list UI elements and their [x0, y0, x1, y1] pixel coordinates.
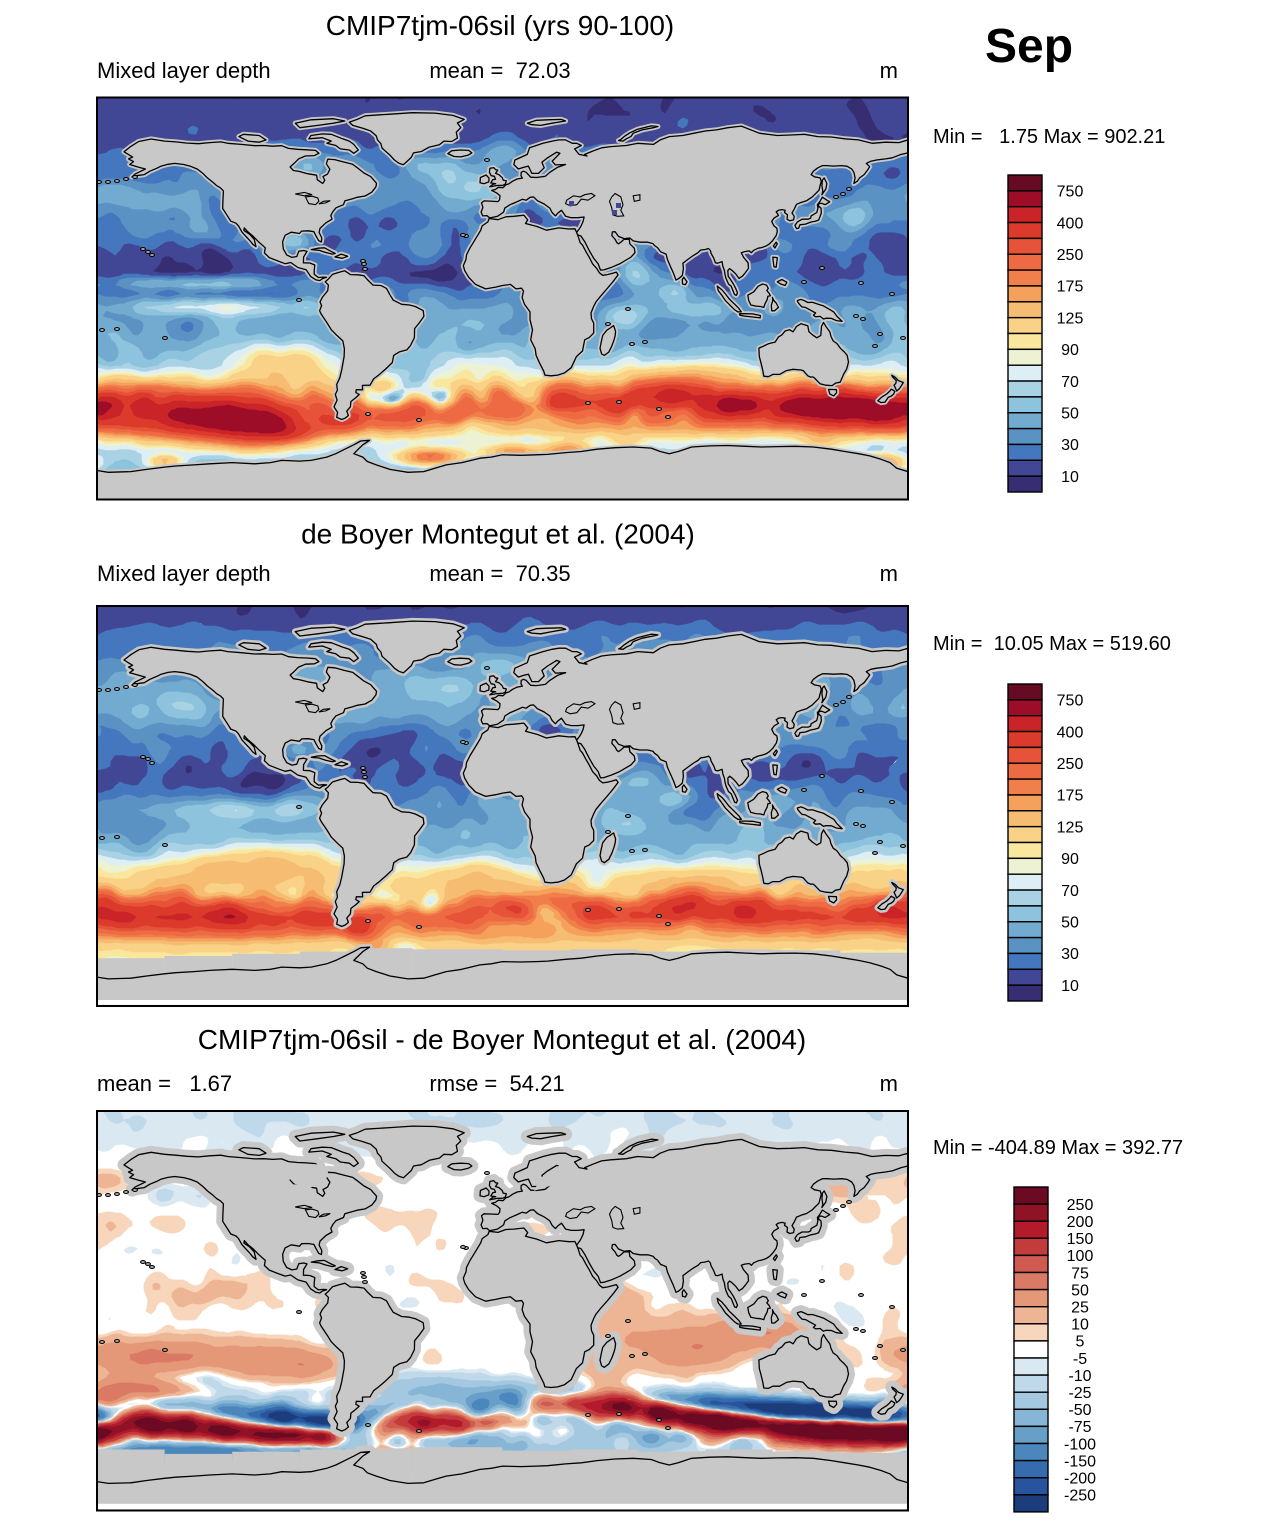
- svg-text:10: 10: [1061, 469, 1079, 486]
- svg-text:150: 150: [1067, 1231, 1094, 1248]
- svg-text:25: 25: [1071, 1300, 1089, 1317]
- svg-text:m: m: [880, 58, 898, 83]
- svg-text:200: 200: [1067, 1214, 1094, 1231]
- svg-text:mean = 70.35: mean = 70.35: [429, 561, 570, 586]
- svg-text:-100: -100: [1064, 1436, 1096, 1453]
- svg-text:m: m: [880, 1071, 898, 1096]
- svg-text:Min = 10.05 Max = 519.60: Min = 10.05 Max = 519.60: [933, 633, 1171, 655]
- svg-text:Min = -404.89 Max = 392.77: Min = -404.89 Max = 392.77: [933, 1137, 1183, 1159]
- svg-text:750: 750: [1057, 693, 1084, 710]
- svg-text:-50: -50: [1068, 1402, 1091, 1419]
- svg-text:90: 90: [1061, 342, 1079, 359]
- svg-text:400: 400: [1057, 215, 1084, 232]
- svg-text:30: 30: [1061, 946, 1079, 963]
- svg-text:10: 10: [1061, 978, 1079, 995]
- svg-text:Min = 1.75 Max = 902.21: Min = 1.75 Max = 902.21: [933, 126, 1165, 148]
- svg-text:-5: -5: [1073, 1351, 1087, 1368]
- svg-text:750: 750: [1057, 184, 1084, 201]
- svg-text:50: 50: [1071, 1282, 1089, 1299]
- svg-text:CMIP7tjm-06sil (yrs 90-100): CMIP7tjm-06sil (yrs 90-100): [326, 10, 675, 41]
- svg-text:10: 10: [1071, 1317, 1089, 1334]
- svg-text:70: 70: [1061, 883, 1079, 900]
- svg-text:de Boyer Montegut et al. (2004: de Boyer Montegut et al. (2004): [301, 519, 695, 550]
- svg-text:250: 250: [1057, 247, 1084, 264]
- svg-text:mean = 72.03: mean = 72.03: [429, 58, 570, 83]
- svg-text:100: 100: [1067, 1248, 1094, 1265]
- svg-text:175: 175: [1057, 279, 1084, 296]
- svg-text:70: 70: [1061, 374, 1079, 391]
- svg-text:125: 125: [1057, 819, 1084, 836]
- svg-text:-10: -10: [1068, 1368, 1091, 1385]
- svg-text:125: 125: [1057, 310, 1084, 327]
- svg-text:90: 90: [1061, 851, 1079, 868]
- svg-text:-250: -250: [1064, 1488, 1096, 1505]
- svg-text:50: 50: [1061, 406, 1079, 423]
- svg-text:-25: -25: [1068, 1385, 1091, 1402]
- svg-text:250: 250: [1057, 756, 1084, 773]
- svg-text:m: m: [880, 561, 898, 586]
- svg-text:Sep: Sep: [985, 20, 1073, 73]
- svg-text:30: 30: [1061, 437, 1079, 454]
- svg-text:175: 175: [1057, 788, 1084, 805]
- svg-text:250: 250: [1067, 1197, 1094, 1214]
- svg-text:50: 50: [1061, 915, 1079, 932]
- svg-text:-200: -200: [1064, 1471, 1096, 1488]
- svg-text:rmse = 54.21: rmse = 54.21: [429, 1071, 564, 1096]
- svg-text:Mixed layer depth: Mixed layer depth: [97, 561, 271, 586]
- svg-text:-75: -75: [1068, 1419, 1091, 1436]
- svg-text:5: 5: [1076, 1334, 1085, 1351]
- svg-text:-150: -150: [1064, 1453, 1096, 1470]
- svg-text:75: 75: [1071, 1265, 1089, 1282]
- svg-text:400: 400: [1057, 724, 1084, 741]
- svg-text:Mixed layer depth: Mixed layer depth: [97, 58, 271, 83]
- svg-text:CMIP7tjm-06sil - de Boyer Mont: CMIP7tjm-06sil - de Boyer Montegut et al…: [198, 1024, 806, 1055]
- svg-text:mean = 1.67: mean = 1.67: [97, 1071, 232, 1096]
